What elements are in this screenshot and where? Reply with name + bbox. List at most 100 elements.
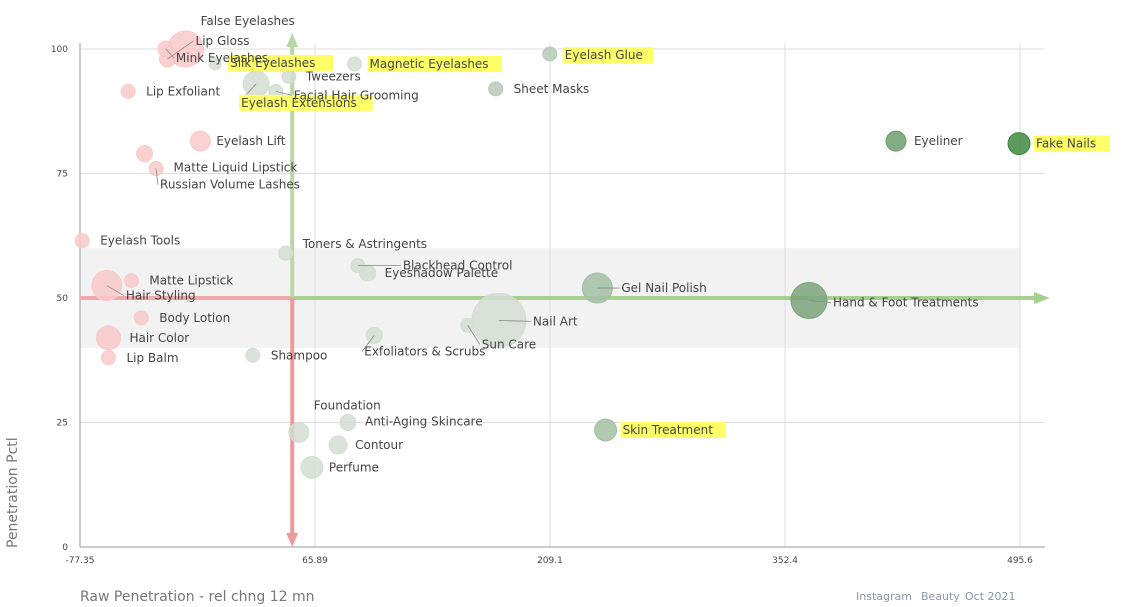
label-magnetic-eyelashes: Magnetic Eyelashes [370,57,489,71]
leader-mink-eyelashes [165,48,175,59]
label-sheet-masks: Sheet Masks [514,82,590,96]
bubble-sheet-masks [488,81,504,97]
highlight-magnetic-eyelashes [367,55,502,72]
x-tick-label: 352.4 [772,556,798,566]
h-arrow-head [1034,292,1050,304]
x-tick-label: 209.1 [537,556,563,566]
label-toners-astringents: Toners & Astringents [302,237,427,251]
y-tick-label: 50 [57,294,69,304]
bubble-lip-exfoliant [120,83,136,99]
footer-period: Oct 2021 [965,590,1016,603]
x-tick-label: -77.35 [65,556,94,566]
leader-hand-foot-treatments [808,300,832,303]
bubble-lip-balm [100,350,116,366]
label-nail-art: Nail Art [533,314,578,328]
label-foundation: Foundation [314,398,381,412]
label-matte-lipstick: Matte Lipstick [149,274,233,288]
highlight-fake-nails [1034,135,1111,152]
highlight-eyelash-extensions [239,94,373,111]
bubble-eyelash-lift [189,130,211,152]
bubble-contour [328,435,348,455]
bubble-foundation [288,421,310,443]
label-skin-treatment: Skin Treatment [623,423,714,437]
label-shampoo: Shampoo [271,348,328,362]
h-arrow-left-shaft [80,296,293,300]
label-contour: Contour [355,438,403,452]
label-body-lotion: Body Lotion [159,311,230,325]
bubble-shampoo [245,347,261,363]
y-tick-label: 100 [51,45,68,55]
x-tick-label: 65.89 [302,556,328,566]
label-lip-gloss: Lip Gloss [196,34,250,48]
bubble-body-lotion [133,310,149,326]
label-lip-balm: Lip Balm [126,351,178,365]
label-exfoliators-scrubs: Exfoliators & Scrubs [364,344,485,358]
leader-sun-care [467,325,481,345]
bubble-perfume [300,455,324,479]
v-arrow-up-head [286,33,299,47]
highlight-eyelash-glue [562,46,654,63]
v-arrow-down-shaft [290,298,295,533]
h-arrow-right-shaft [292,296,1039,300]
bubble-hair-color [95,325,121,351]
label-eyeshadow-palette: Eyeshadow Palette [385,266,498,280]
label-eyelash-extensions: Eyelash Extensions [241,96,357,110]
leader-facial-hair-grooming [275,90,292,96]
bubble-eyelash-glue [542,46,558,62]
label-perfume: Perfume [329,460,379,474]
label-gel-nail-polish: Gel Nail Polish [621,281,706,295]
label-false-eyelashes: False Eyelashes [201,14,295,28]
label-hair-color: Hair Color [129,331,189,345]
x-axis-title: Raw Penetration - rel chng 12 mn [80,589,315,605]
label-facial-hair-grooming: Facial Hair Grooming [294,88,419,102]
bubble-magnetic-eyelashes [347,56,363,72]
footer-category: Beauty [921,590,960,603]
bubble-fake-nails [1007,132,1031,156]
v-arrow-down-head [286,533,299,547]
label-eyelash-glue: Eyelash Glue [565,48,643,62]
leader-exfoliators-scrubs [361,335,375,352]
y-tick-label: 0 [62,543,68,553]
leader-russian-volume-lashes [155,168,159,185]
axis-ticks: -77.35 65.89 209.1 352.4 495.6 0 25 50 75 100 [51,45,1033,566]
y-tick-label: 75 [57,170,68,180]
label-matte-liquid-lipstick: Matte Liquid Lipstick [174,161,298,175]
x-tick-label: 495.6 [1007,556,1033,566]
highlight-skin-treatment [620,421,726,438]
label-silk-eyelashes: Silk Eyelashes [230,56,315,70]
y-axis-title: Penetration Pctl [5,437,21,548]
bubble-skin-treatment [594,418,618,442]
bubbles [74,30,1031,479]
reference-arrows [80,33,1050,547]
leader-hair-styling [106,285,125,296]
bubble-tweezers [281,68,297,84]
bubble-eyeshadow-palette [359,264,377,282]
label-hair-styling: Hair Styling [126,289,196,303]
bubble-eyeliner [885,130,907,152]
bubble-anti-aging-skincare [339,414,357,431]
label-eyelash-tools: Eyelash Tools [100,234,180,248]
label-russian-volume-lashes: Russian Volume Lashes [160,178,300,192]
bubble-labels: False Eyelashes Lip Gloss Silk Eyelashes Ma… [100,14,1111,474]
label-blackhead-control: Blackhead Control [403,259,513,273]
label-eyeliner: Eyeliner [914,134,963,148]
highlight-silk-eyelashes [228,54,333,71]
bubble-silk-eyelashes [208,57,222,71]
bubble-matte-liquid-lipstick [136,145,154,163]
footer-platform: Instagram [856,590,912,603]
label-sun-care: Sun Care [482,337,536,351]
label-lip-exfoliant: Lip Exfoliant [146,84,220,98]
bubble-eyelash-tools [74,233,90,249]
label-anti-aging-skincare: Anti-Aging Skincare [365,415,483,429]
label-mink-eyelashes: Mink Eyelashes [176,51,268,65]
label-fake-nails: Fake Nails [1036,137,1096,151]
y-tick-label: 25 [57,419,68,429]
v-arrow-up-shaft [290,43,295,298]
label-hand-foot-treatments: Hand & Foot Treatments [833,295,979,309]
label-eyelash-lift: Eyelash Lift [216,134,285,148]
bubble-matte-lipstick [123,273,139,289]
leader-nail-art [498,320,531,322]
label-tweezers: Tweezers [305,69,361,83]
bubble-toners-astringents [278,245,294,261]
